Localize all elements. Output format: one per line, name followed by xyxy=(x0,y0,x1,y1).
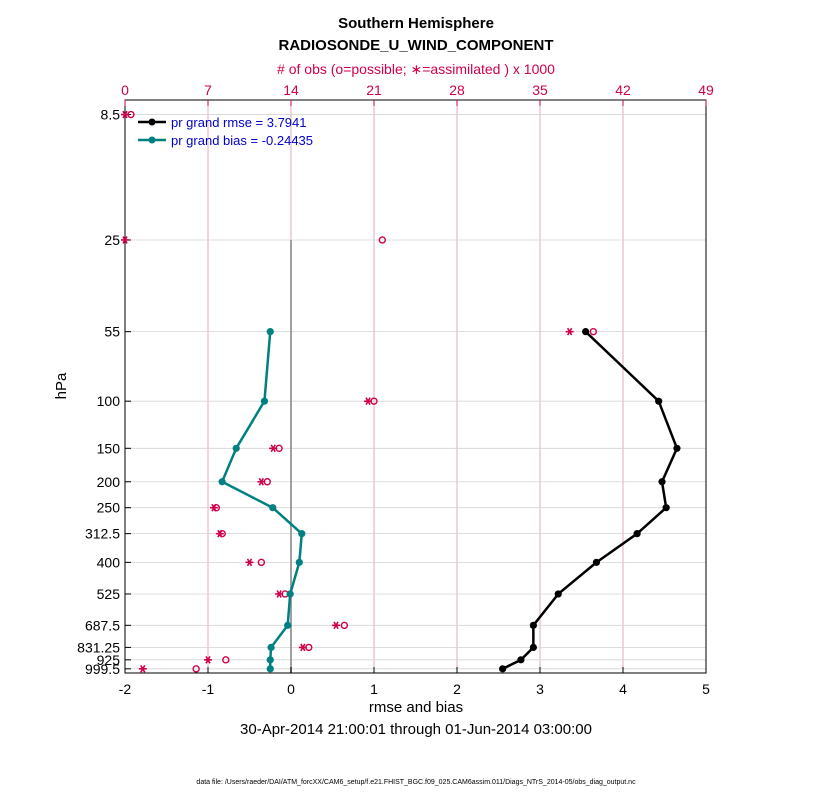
bias-point xyxy=(232,444,240,452)
plot-frame xyxy=(124,99,707,674)
axis-ticks: -2 -1 0 1 2 3 4 5 0 7 14 21 28 35 42 49 8.5 25 55 100 150 200… xyxy=(77,82,714,697)
bias-point xyxy=(260,397,269,405)
obs-assimilated-marker xyxy=(332,621,341,630)
obs-possible-marker xyxy=(378,236,386,244)
y-tick-label: 200 xyxy=(97,474,121,490)
chart-subtitle: RADIOSONDE_U_WIND_COMPONENT xyxy=(278,37,553,54)
obs-assimilated-marker xyxy=(138,664,147,673)
rmse-point xyxy=(658,478,666,486)
y-tick-label: 400 xyxy=(97,554,121,570)
y-tick-label: 999.5 xyxy=(85,661,120,677)
x-tick-label: 0 xyxy=(287,681,295,697)
obs-possible-marker xyxy=(192,665,200,673)
obs-possible-marker xyxy=(340,621,349,630)
legend-label-rmse: pr grand rmse = 3.7941 xyxy=(171,115,307,130)
y-tick-label: 25 xyxy=(104,232,120,248)
y-axis-label: hPa xyxy=(53,372,70,399)
obs-assimilated-marker xyxy=(364,397,373,406)
bias-point xyxy=(266,665,274,673)
obs-assimilated-marker xyxy=(565,327,574,336)
y-tick-label: 150 xyxy=(97,440,121,456)
obs-assimilated-marker xyxy=(269,444,278,453)
rmse-point xyxy=(499,665,507,673)
y-tick-label: 925 xyxy=(97,652,121,668)
x-tick-label: -2 xyxy=(119,681,132,697)
y-tick-label: 250 xyxy=(97,500,121,516)
bias-line xyxy=(220,331,304,669)
top-tick-label: 42 xyxy=(615,82,631,98)
bias-point xyxy=(286,590,294,598)
x-tick-label: 1 xyxy=(370,681,378,697)
obs-assimilated-marker xyxy=(121,236,129,244)
x-tick-label: 2 xyxy=(453,681,461,697)
x-tick-label: 5 xyxy=(702,681,710,697)
top-tick-label: 7 xyxy=(204,82,212,98)
rmse-line xyxy=(502,330,679,670)
y-tick-label: 525 xyxy=(97,586,121,602)
obs-possible-marker xyxy=(222,656,230,664)
obs-assimilated-marker xyxy=(209,503,218,512)
bias-point xyxy=(266,328,274,336)
top-tick-label: 28 xyxy=(449,82,465,98)
rmse-point xyxy=(673,444,681,452)
grid xyxy=(124,100,707,673)
top-tick-label: 49 xyxy=(698,82,714,98)
bias-point xyxy=(266,656,274,664)
bias-point xyxy=(267,643,275,651)
obs-possible-marker xyxy=(257,558,266,567)
obs-assimilated-marker xyxy=(245,558,254,567)
y-tick-label: 8.5 xyxy=(101,107,121,123)
y-tick-label: 831.25 xyxy=(77,639,120,655)
obs-assimilated-marker xyxy=(215,529,224,538)
rmse-point xyxy=(529,643,537,651)
chart-title: Southern Hemisphere xyxy=(338,15,494,32)
obs-assimilated-marker xyxy=(204,655,212,664)
rmse-point xyxy=(655,397,663,405)
y-tick-label: 55 xyxy=(104,324,120,340)
top-tick-label: 0 xyxy=(121,82,129,98)
obs-assimilated-marker xyxy=(257,477,266,486)
obs-assimilated-marker xyxy=(121,110,129,119)
legend: pr grand rmse = 3.7941 pr grand bias = -… xyxy=(138,115,313,148)
top-tick-label: 14 xyxy=(283,82,299,98)
bias-point xyxy=(295,558,303,566)
data-file-footer: data file: /Users/raeder/DAI/ATM_forcXX/… xyxy=(196,779,636,786)
legend-marker-bias xyxy=(148,136,156,144)
legend-marker-rmse xyxy=(148,118,156,126)
rmse-point xyxy=(592,558,601,566)
bias-point xyxy=(284,621,292,629)
top-tick-label: 35 xyxy=(532,82,548,98)
y-tick-label: 687.5 xyxy=(85,617,120,633)
obs-markers xyxy=(121,110,598,673)
bias-point xyxy=(269,504,277,512)
x-tick-label: -1 xyxy=(202,681,215,697)
series-lines xyxy=(218,328,681,673)
rmse-point xyxy=(529,621,537,629)
obs-possible-marker xyxy=(589,327,598,336)
x-tick-label: 4 xyxy=(619,681,627,697)
legend-label-bias: pr grand bias = -0.24435 xyxy=(171,133,313,148)
bias-point xyxy=(218,478,226,486)
date-range-label: 30-Apr-2014 21:00:01 through 01-Jun-2014… xyxy=(240,721,592,738)
x-axis-label: rmse and bias xyxy=(369,699,463,716)
rmse-point xyxy=(517,656,525,664)
top-axis-label: # of obs (o=possible; ∗=assimilated ) x … xyxy=(277,61,555,77)
bias-point xyxy=(298,530,306,538)
rmse-point xyxy=(662,504,670,512)
rmse-point xyxy=(554,590,562,598)
y-tick-label: 100 xyxy=(97,393,121,409)
x-tick-label: 3 xyxy=(536,681,544,697)
rmse-point xyxy=(633,530,641,538)
top-tick-label: 21 xyxy=(366,82,382,98)
obs-assimilated-marker xyxy=(275,590,284,598)
rmse-point xyxy=(582,328,590,336)
y-tick-label: 312.5 xyxy=(85,526,120,542)
obs-assimilated-marker xyxy=(298,643,307,652)
